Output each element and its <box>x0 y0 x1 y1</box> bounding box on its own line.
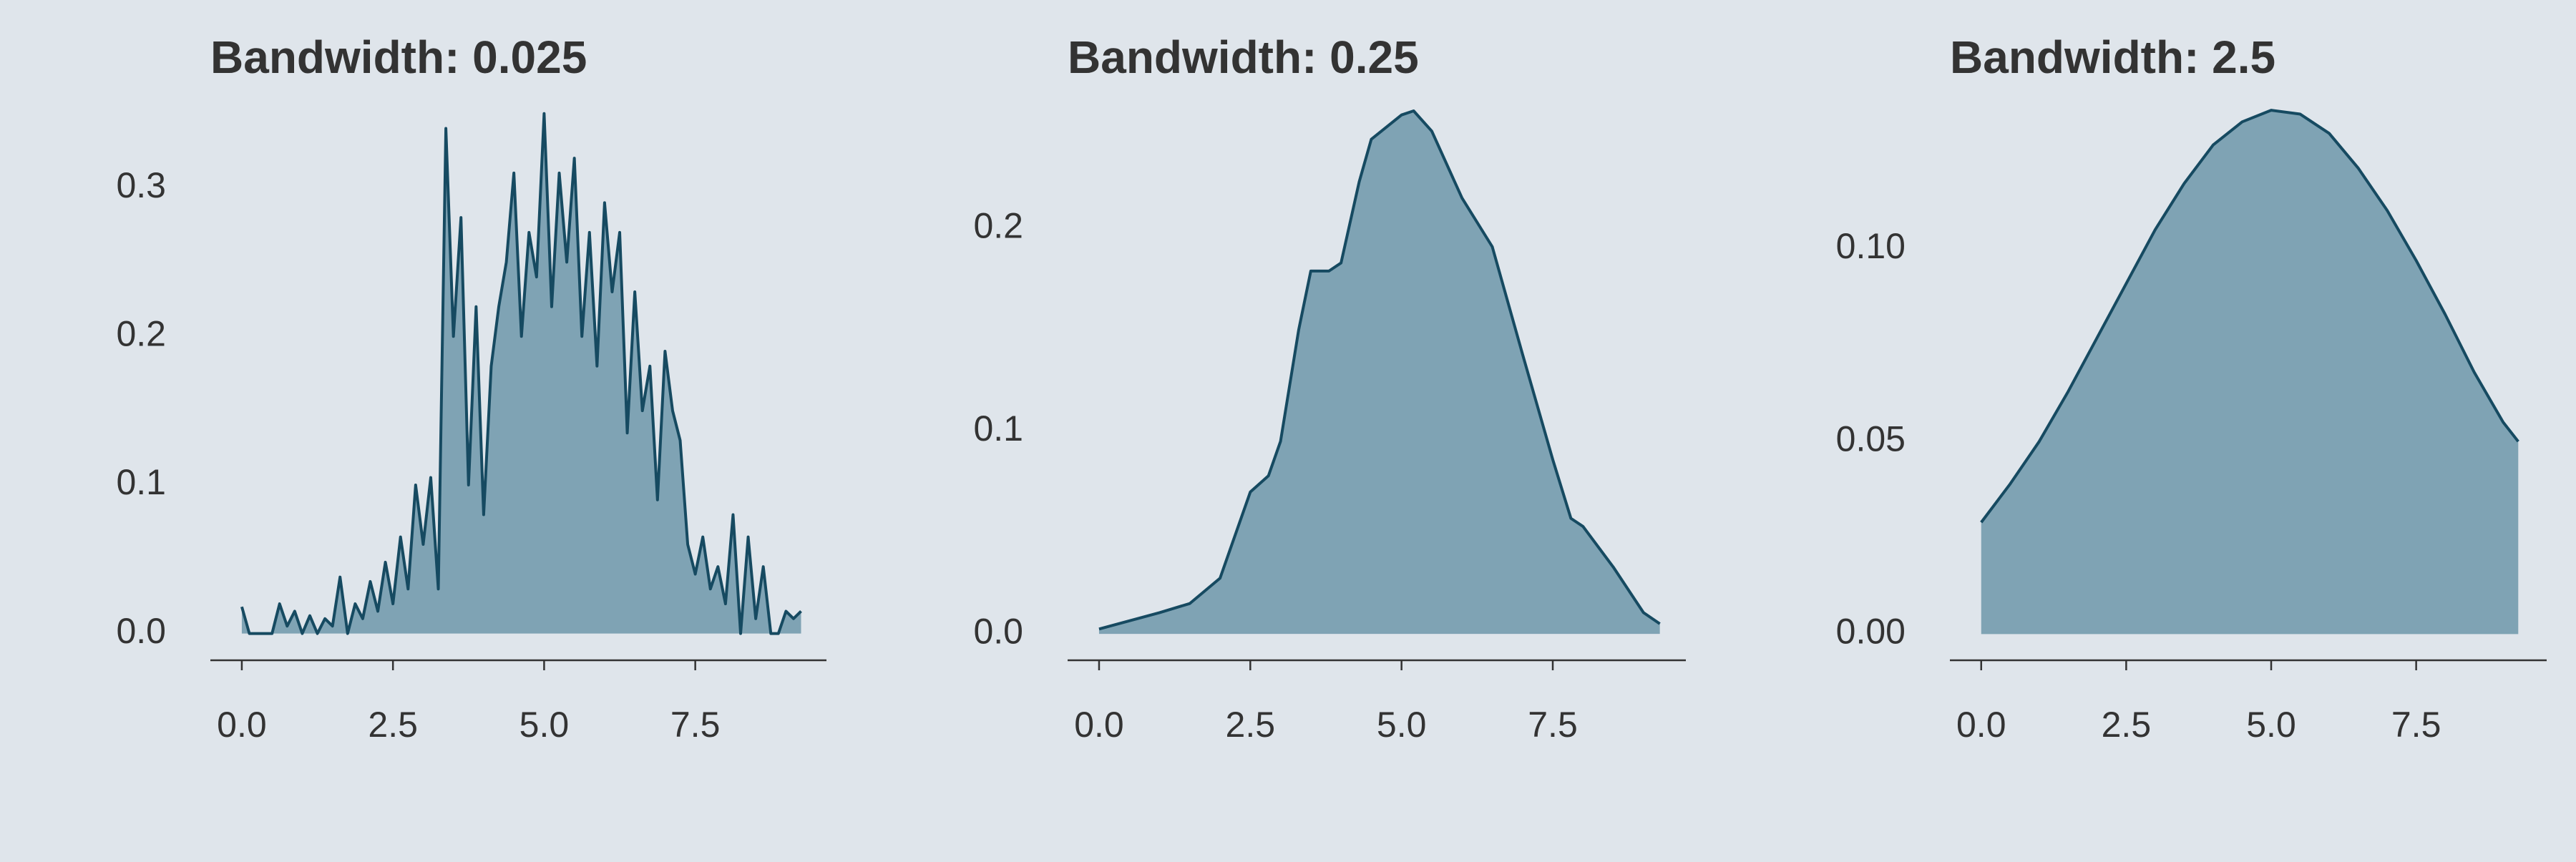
density-area <box>241 113 801 634</box>
x-tick-label: 5.0 <box>519 705 570 745</box>
x-tick-label: 2.5 <box>368 705 418 745</box>
y-tick-label: 0.2 <box>973 206 1023 246</box>
x-tick-label: 7.5 <box>670 705 721 745</box>
density-line <box>240 112 802 635</box>
density-area <box>1981 110 2519 635</box>
y-tick-label: 0.10 <box>1836 226 1906 266</box>
x-tick-label: 0.0 <box>1074 705 1124 745</box>
chart-title: Bandwidth: 0.025 <box>210 31 587 83</box>
density-line <box>1980 109 2519 524</box>
y-tick-label: 0.05 <box>1836 418 1906 459</box>
y-tick-label: 0.1 <box>116 462 166 502</box>
y-tick-label: 0.0 <box>116 611 166 651</box>
x-tick-label: 5.0 <box>2246 705 2296 745</box>
y-tick-label: 0.0 <box>973 611 1023 651</box>
y-tick-label: 0.3 <box>116 165 166 205</box>
x-tick-label: 2.5 <box>1226 705 1276 745</box>
x-tick-label: 0.0 <box>1956 705 2006 745</box>
x-tick-label: 5.0 <box>1377 705 1427 745</box>
x-tick-label: 7.5 <box>1528 705 1578 745</box>
chart-title: Bandwidth: 0.25 <box>1068 31 1419 83</box>
y-tick-label: 0.00 <box>1836 612 1906 652</box>
x-tick-label: 7.5 <box>2391 705 2441 745</box>
y-tick-label: 0.2 <box>116 313 166 353</box>
chart-title: Bandwidth: 2.5 <box>1950 31 2275 83</box>
density-line <box>1098 109 1661 631</box>
density-area <box>1098 111 1660 635</box>
y-tick-label: 0.1 <box>973 408 1023 449</box>
x-tick-label: 2.5 <box>2102 705 2152 745</box>
x-tick-label: 0.0 <box>217 705 267 745</box>
